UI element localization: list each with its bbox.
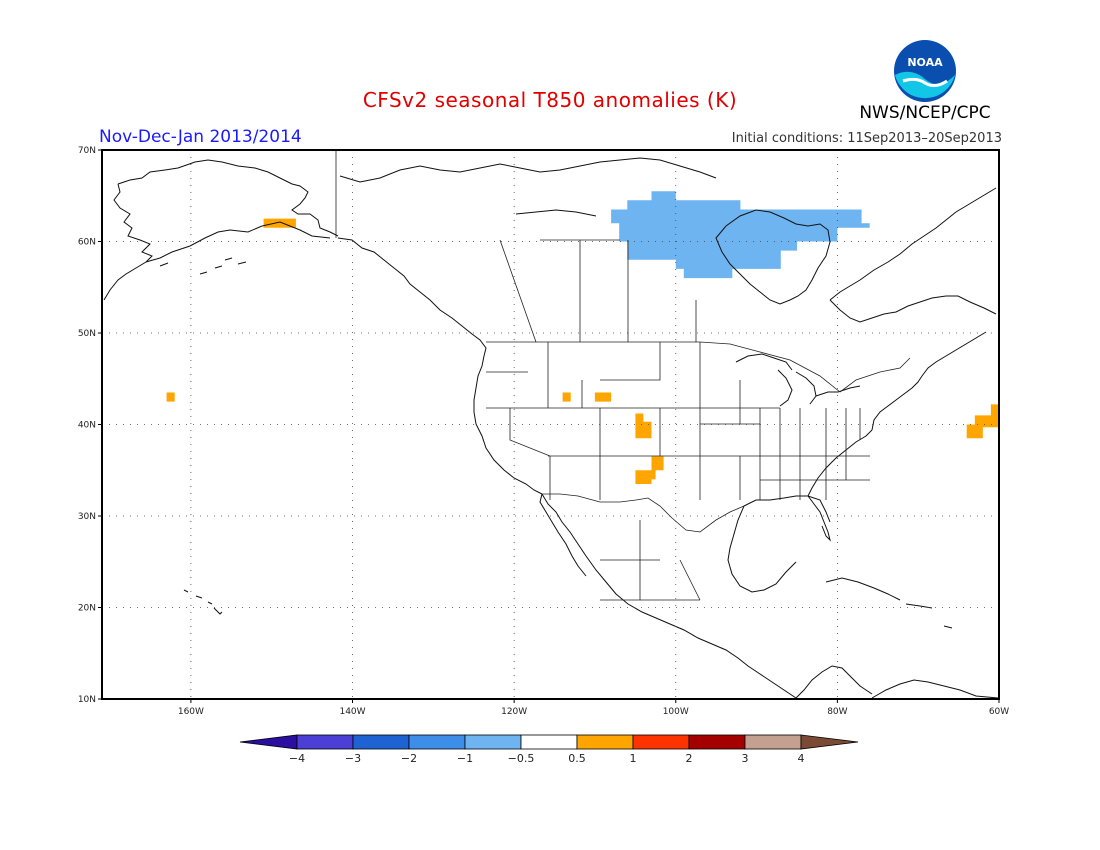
lat-tick-label: 10N [78,695,96,705]
chart-title: CFSv2 seasonal T850 anomalies (K) [362,88,738,112]
lon-tick-label: 140W [339,707,365,717]
lon-tick-label: 160W [178,707,204,717]
coastline-layer [103,157,999,699]
canada-arctic-coast [339,157,717,217]
legend-swatch-max [800,734,859,750]
lat-tick-label: 20N [78,604,96,614]
anomaly-region-wyoming-warm [594,392,612,402]
legend-label: 0.5 [568,752,586,765]
legend-label: 2 [686,752,693,765]
legend-label: −1 [457,752,473,765]
south-america [871,679,999,699]
mexico-states [600,520,701,601]
florida [807,495,831,542]
legend-label: −3 [345,752,361,765]
anomaly-region-colorado-warm [635,413,652,439]
legend-swatches [239,734,859,750]
us-state-lines [486,342,870,500]
legend-swatch-5 [520,734,578,750]
legend-swatch-3 [408,734,466,750]
canada-provinces [499,239,697,343]
agency-label: NWS/NCEP/CPC [859,103,991,123]
lat-tick-label: 50N [78,329,96,339]
us-mexico-border [542,493,745,533]
anomaly-region-idaho-warm [562,392,571,402]
graticule [102,150,999,699]
legend-swatch-7 [632,734,690,750]
legend-swatch-8 [688,734,746,750]
bc-coastline [337,237,487,357]
anomaly-region-pacific-warm [166,392,175,402]
legend-swatch-6 [576,734,634,750]
legend-label: 4 [798,752,805,765]
political-borders [335,150,911,601]
anomaly-region-hudson-bay-cold [611,191,870,279]
anomaly-region-atlantic-warm [966,404,999,439]
gulf-coast [727,429,873,593]
initial-conditions: Initial conditions: 11Sep2013–20Sep2013 [731,131,1002,146]
lon-tick-label: 100W [663,707,689,717]
lat-tick-label: 70N [78,146,96,156]
legend-label: 3 [742,752,749,765]
lon-tick-label: 120W [501,707,527,717]
baja-mexico-coast [539,493,797,699]
anomaly-layer [166,191,999,484]
hawaii [183,589,223,615]
alaska-west-coast [103,183,331,301]
legend-label: −0.5 [508,752,535,765]
legend-label: −2 [401,752,417,765]
hudson-bay [715,209,831,305]
us-west-coast [473,355,543,495]
legend-swatch-4 [464,734,522,750]
legend-swatch-2 [352,734,410,750]
legend-swatch-min [239,734,298,750]
lat-tick-label: 60N [78,238,96,248]
lon-tick-label: 80W [827,707,847,717]
axis-ticks: 70N 60N 50N 40N 30N 20N 10N 160W 140W 120W 100W 80W… [78,146,1009,717]
legend-label: −4 [289,752,305,765]
aleutians [159,257,247,275]
anomaly-region-new-mexico-warm [635,456,664,484]
noaa-logo-icon: NOAA [894,40,956,102]
central-america [795,665,873,699]
forecast-period: Nov-Dec-Jan 2013/2014 [99,127,302,147]
logo-text: NOAA [907,56,943,69]
quebec-labrador [829,187,997,323]
lat-tick-label: 30N [78,512,96,522]
east-coast [871,331,987,431]
legend-labels: −4 −3 −2 −1 −0.5 0.5 1 2 3 4 [289,752,805,765]
lon-tick-label: 60W [989,707,1009,717]
legend-label: 1 [630,752,637,765]
legend-swatch-1 [296,734,354,750]
lat-tick-label: 40N [78,421,96,431]
great-lakes [735,353,861,407]
legend-swatch-9 [744,734,802,750]
alaska-coastline [117,159,339,237]
